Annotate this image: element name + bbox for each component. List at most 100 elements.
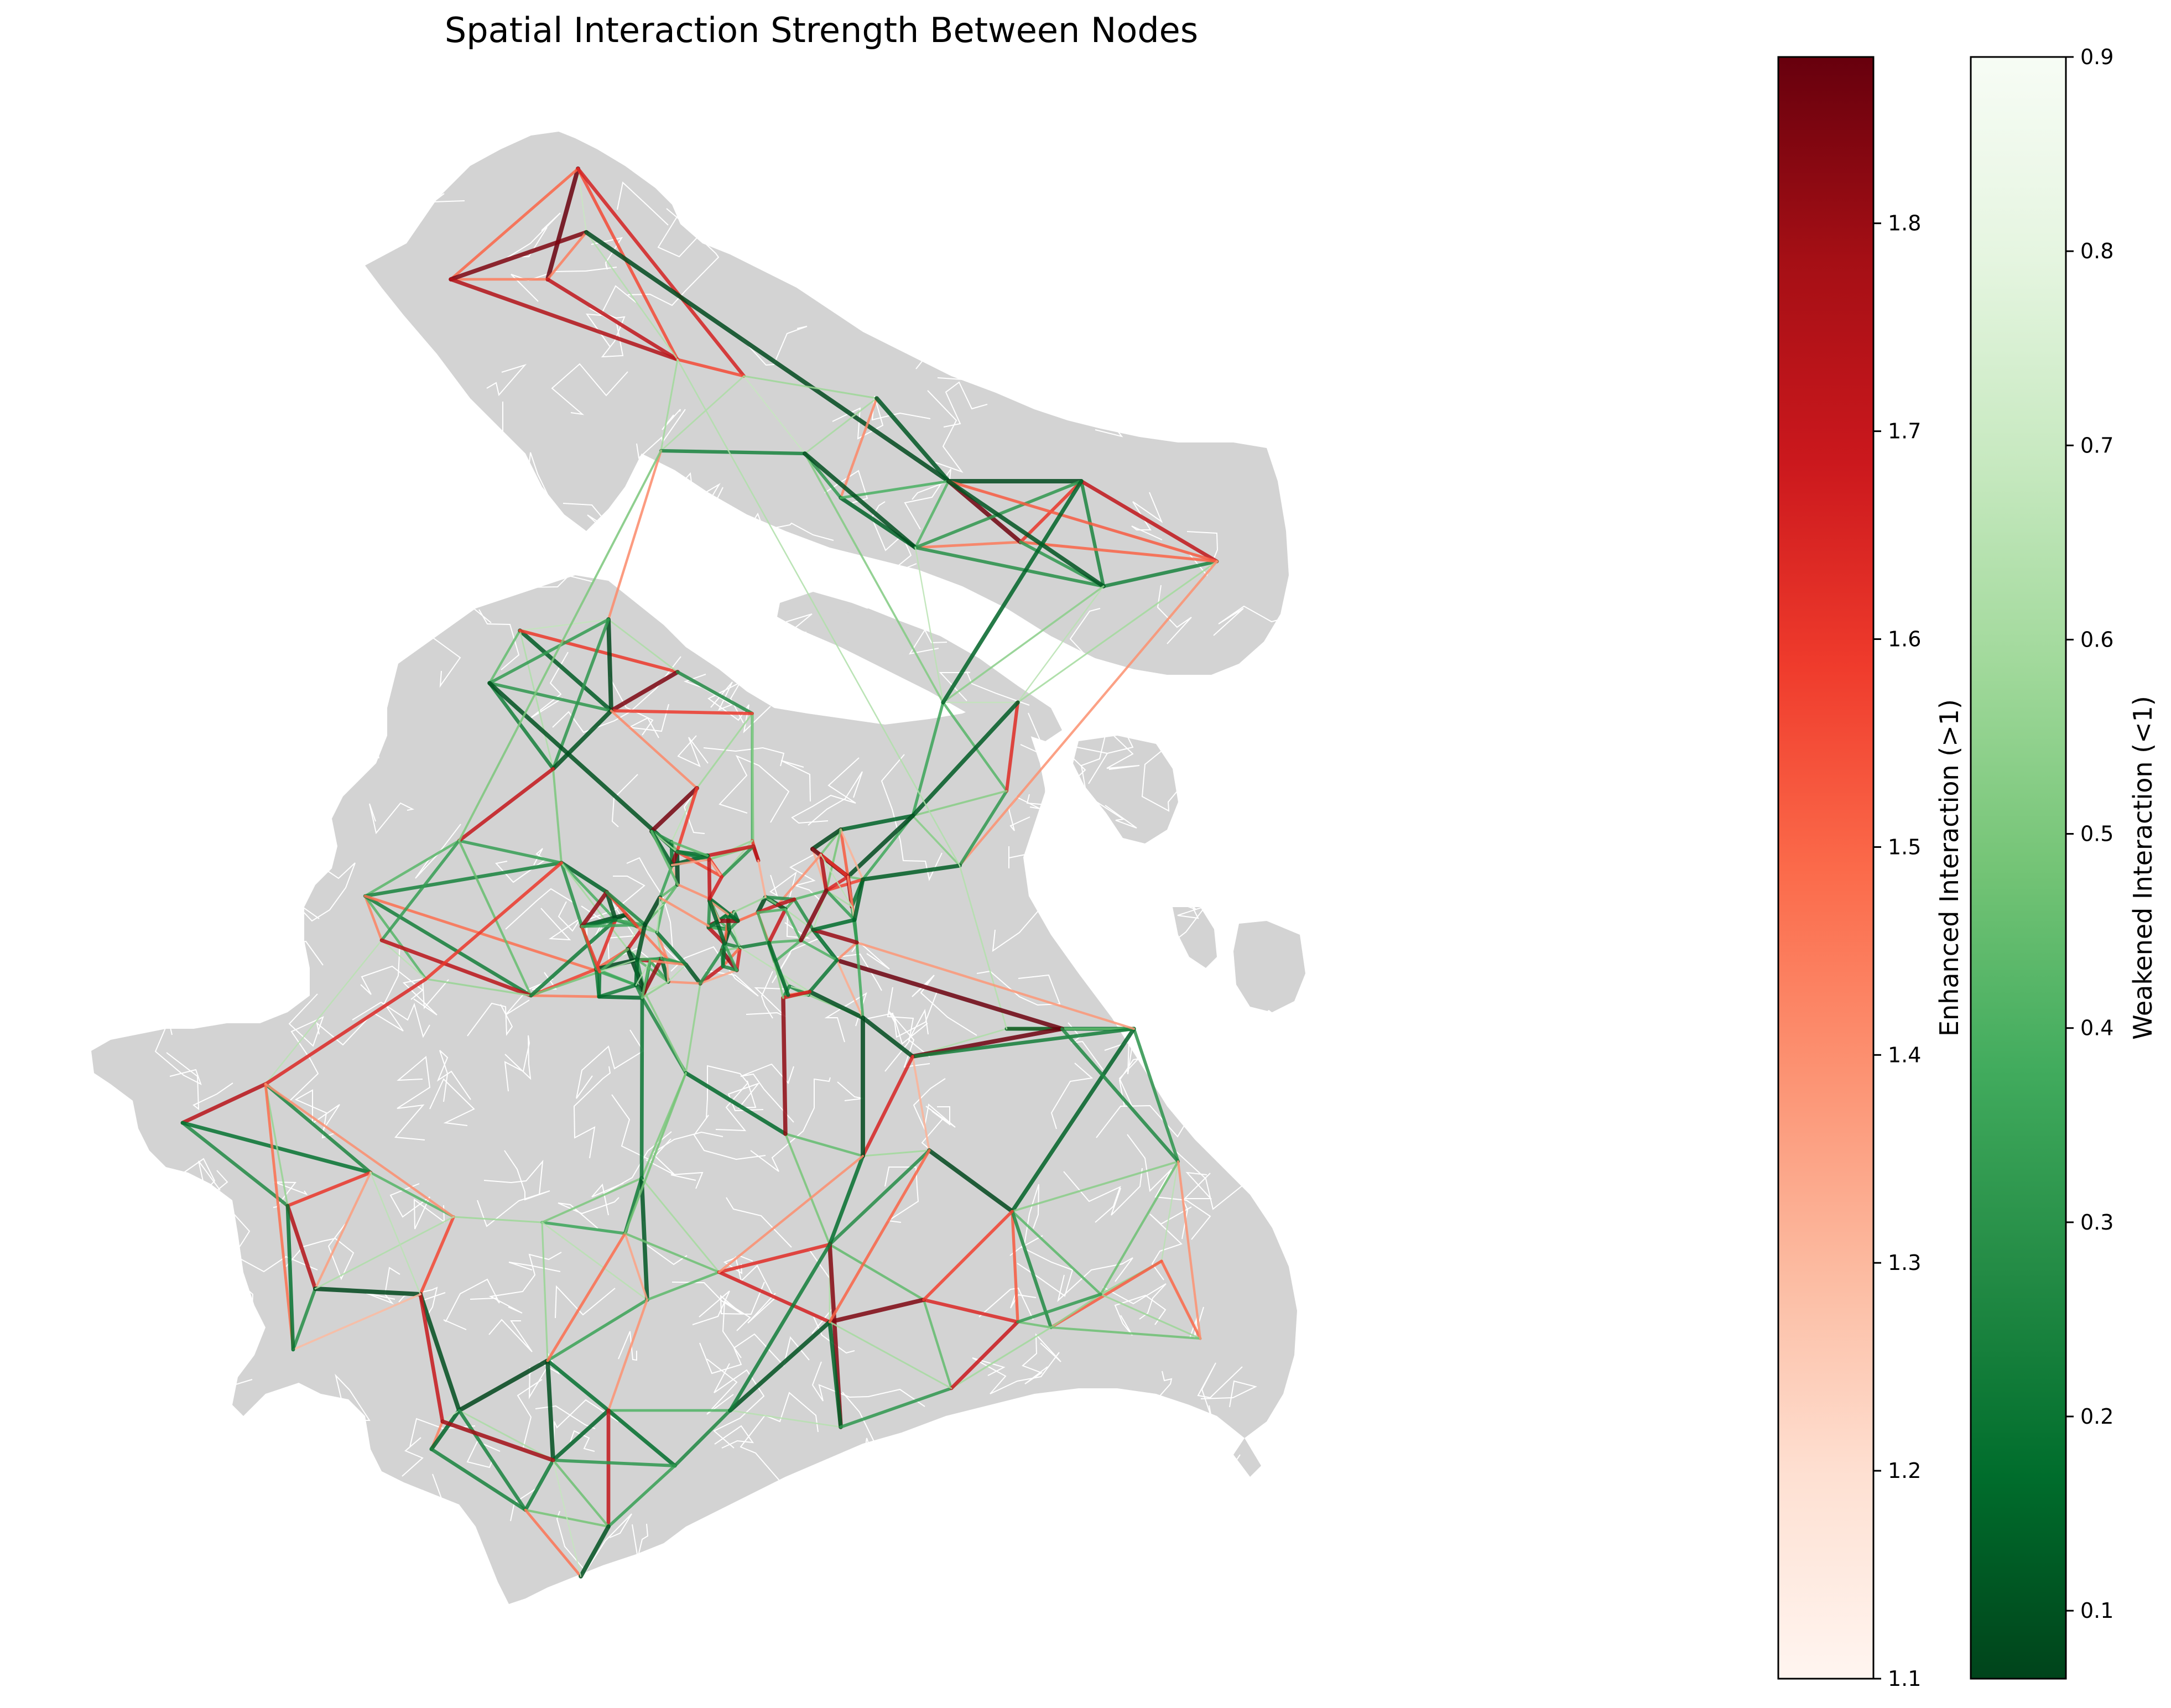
interaction-edge bbox=[1017, 585, 1105, 704]
district-boundary bbox=[1056, 873, 1090, 940]
district-boundary bbox=[915, 325, 977, 369]
interaction-edge bbox=[624, 1232, 648, 1301]
district-boundary bbox=[591, 237, 623, 270]
district-boundary bbox=[632, 1523, 649, 1558]
interaction-edge bbox=[1132, 1027, 1180, 1163]
interaction-edge bbox=[721, 941, 727, 968]
district-boundary bbox=[197, 1477, 242, 1521]
interaction-edge bbox=[793, 889, 828, 901]
interaction-edge bbox=[458, 1409, 554, 1461]
district-boundary bbox=[693, 1115, 766, 1160]
district-boundary bbox=[175, 1290, 192, 1325]
interaction-edge bbox=[487, 681, 679, 854]
district-boundary bbox=[889, 326, 907, 342]
district-boundary bbox=[992, 907, 1042, 952]
interaction-edge bbox=[1099, 1160, 1180, 1296]
district-boundary bbox=[480, 402, 514, 487]
interaction-edge bbox=[263, 977, 428, 1086]
interaction-edge bbox=[720, 845, 755, 878]
interaction-edge bbox=[381, 939, 427, 980]
interaction-edge bbox=[380, 839, 461, 942]
interaction-edge bbox=[707, 899, 727, 946]
interaction-edge bbox=[656, 897, 661, 934]
interaction-edge bbox=[363, 861, 564, 898]
colorbar-weakened-tick-label: 0.2 bbox=[2080, 1404, 2113, 1429]
district-boundary bbox=[643, 472, 723, 509]
district-boundary bbox=[1010, 1294, 1037, 1309]
interaction-edges bbox=[180, 166, 1219, 1579]
interaction-edge bbox=[922, 1298, 953, 1390]
district-boundary bbox=[837, 1081, 863, 1101]
district-boundary bbox=[467, 1002, 513, 1037]
interaction-edge bbox=[363, 894, 428, 981]
interaction-edge bbox=[457, 767, 555, 843]
district-boundary bbox=[1069, 608, 1105, 676]
interaction-edge bbox=[707, 874, 724, 901]
interaction-edge bbox=[846, 814, 915, 879]
district-boundary bbox=[1114, 1294, 1167, 1336]
district-boundary bbox=[1197, 1362, 1243, 1418]
district-boundary bbox=[1057, 1257, 1133, 1302]
interaction-edge bbox=[634, 957, 639, 987]
district-boundary bbox=[756, 613, 813, 648]
district-boundary bbox=[904, 468, 951, 530]
interaction-edge bbox=[519, 618, 610, 632]
interaction-edge bbox=[757, 860, 767, 898]
district-boundary bbox=[421, 1473, 449, 1547]
interaction-edge bbox=[286, 1171, 372, 1207]
district-boundary bbox=[636, 409, 686, 459]
district-boundary bbox=[861, 1498, 909, 1531]
interaction-edge bbox=[580, 925, 601, 973]
district-boundary bbox=[611, 774, 638, 827]
interaction-edge bbox=[707, 897, 740, 923]
interaction-edge bbox=[784, 1133, 831, 1246]
district-boundary bbox=[555, 1285, 616, 1319]
interaction-edge bbox=[658, 896, 710, 928]
district-boundary bbox=[617, 181, 669, 226]
district-boundary bbox=[389, 1183, 445, 1230]
interaction-edge bbox=[180, 1121, 290, 1208]
district-boundary bbox=[770, 178, 830, 211]
interaction-edge bbox=[1050, 1293, 1102, 1329]
interaction-edge bbox=[819, 852, 829, 893]
district-boundary bbox=[1126, 894, 1164, 960]
interaction-edge bbox=[751, 844, 761, 863]
interaction-edge bbox=[610, 709, 754, 715]
interaction-edge bbox=[488, 629, 522, 685]
district-boundary bbox=[765, 1522, 812, 1559]
colorbar-weakened-label: Weakened Interaction (<1) bbox=[2128, 696, 2158, 1040]
district-boundary bbox=[288, 993, 324, 1103]
district-boundary bbox=[1129, 166, 1157, 204]
colorbar-enhanced-tick-label: 1.8 bbox=[1888, 211, 1921, 236]
colorbar-enhanced: 1.1 1.2 1.3 1.4 1.5 1.6 1.7 1.8 Enhanced Intera… bbox=[1777, 56, 1964, 1691]
interaction-edge bbox=[827, 1298, 926, 1324]
district-boundary bbox=[589, 308, 626, 358]
district-boundary bbox=[1071, 721, 1108, 754]
district-boundary bbox=[1104, 1041, 1132, 1075]
interaction-edge bbox=[835, 941, 858, 962]
interaction-edge bbox=[756, 895, 768, 915]
interaction-edge bbox=[722, 941, 742, 950]
interaction-edge bbox=[1049, 1326, 1202, 1340]
interaction-edge bbox=[369, 1171, 421, 1295]
district-boundary bbox=[842, 1392, 900, 1501]
interaction-edge bbox=[808, 958, 839, 994]
interaction-edge bbox=[721, 964, 739, 972]
district-boundary bbox=[290, 857, 356, 922]
colorbar-weakened-tick-label: 0.9 bbox=[2080, 45, 2113, 69]
district-boundary bbox=[722, 1300, 751, 1358]
hengsha-island bbox=[1073, 736, 1178, 843]
district-boundary bbox=[1138, 891, 1196, 938]
district-boundary bbox=[460, 538, 493, 586]
district-boundary bbox=[230, 753, 303, 780]
district-boundary bbox=[683, 789, 705, 834]
interaction-edge bbox=[545, 1358, 611, 1413]
interaction-edge bbox=[419, 1215, 455, 1296]
interaction-edge bbox=[723, 942, 738, 972]
district-boundary bbox=[585, 285, 637, 347]
district-boundary bbox=[851, 941, 890, 970]
interaction-edge bbox=[855, 941, 1136, 1030]
district-boundary bbox=[1091, 1371, 1173, 1423]
interaction-edge bbox=[577, 168, 587, 233]
